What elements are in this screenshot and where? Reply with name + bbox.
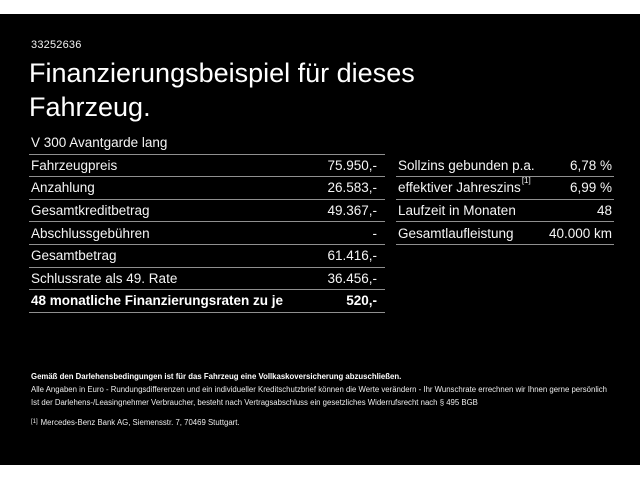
finance-rows: Fahrzeugpreis 75.950,- Anzahlung 26.583,- Ge… [29,155,385,313]
legal-footer: Gemäß den Darlehensbedingungen ist für d… [31,370,631,431]
table-row: Abschlussgebühren - [29,222,385,245]
row-value: 26.583,- [327,180,377,196]
table-row: effektiver Jahreszins[1] 6,99 % [396,175,614,200]
table-row: Gesamtkreditbetrag 49.367,- [29,200,385,223]
row-value: 6,78 % [569,157,612,173]
table-row: Sollzins gebunden p.a. 6,78 % [396,155,614,178]
table-row: Fahrzeugpreis 75.950,- [29,155,385,178]
content-area: 33252636 Finanzierungsbeispiel für diese… [0,14,640,465]
table-row: 48 monatliche Finanzierungsraten zu je 52… [29,290,385,313]
disclaimer-line: Alle Angaben in Euro - Rundungsdifferenz… [31,385,608,394]
row-label: Sollzins gebunden p.a. [398,157,535,173]
conditions-rows: Sollzins gebunden p.a. 6,78 % effektiver J… [396,155,614,245]
footnote-marker: [1] [31,419,38,425]
row-value: 520,- [346,293,377,309]
row-label: Fahrzeugpreis [31,157,118,173]
table-row: Schlussrate als 49. Rate 36.456,- [29,268,385,291]
insurance-note: Gemäß den Darlehensbedingungen ist für d… [31,372,402,381]
row-label: Gesamtbetrag [31,248,117,264]
row-label: Gesamtlaufleistung [398,225,514,241]
conditions-table: Sollzins gebunden p.a. 6,78 % effektiver J… [396,155,614,245]
row-value: 36.456,- [327,270,377,286]
row-value: 49.367,- [327,203,377,219]
row-value: - [372,225,378,241]
table-row: Gesamtlaufleistung 40.000 km [396,222,614,245]
row-label: Gesamtkreditbetrag [31,203,150,219]
table-row: Anzahlung 26.583,- [29,177,385,200]
row-label: Abschlussgebühren [31,225,150,241]
row-label: Laufzeit in Monaten [398,203,516,219]
row-value: 61.416,- [327,248,377,264]
row-label: 48 monatliche Finanzierungsraten zu je [31,293,284,309]
row-label: Anzahlung [31,180,95,196]
disclaimer-line: Ist der Darlehens-/Leasingnehmer Verbrau… [31,398,478,407]
row-label: effektiver Jahreszins[1] [398,175,531,196]
footnote: [1] Mercedes-Benz Bank AG, Siemensstr. 7,… [31,416,631,431]
footnote-text: Mercedes-Benz Bank AG, Siemensstr. 7, 70… [40,418,240,427]
row-value: 75.950,- [327,157,377,173]
footnote-ref: [1] [521,175,531,185]
page-title: Finanzierungsbeispiel für dieses Fahrzeu… [29,58,415,122]
table-row: Gesamtbetrag 61.416,- [29,245,385,268]
row-value: 48 [596,203,612,219]
row-value: 6,99 % [569,180,612,196]
finance-table: V 300 Avantgarde lang Fahrzeugpreis 75.95… [29,132,385,313]
offer-id: 33252636 [31,39,82,51]
row-value: 40.000 km [548,225,612,241]
row-label: Schlussrate als 49. Rate [31,270,178,286]
vehicle-model-row: V 300 Avantgarde lang [29,132,385,155]
table-row: Laufzeit in Monaten 48 [396,200,614,223]
vehicle-model: V 300 Avantgarde lang [31,135,168,151]
